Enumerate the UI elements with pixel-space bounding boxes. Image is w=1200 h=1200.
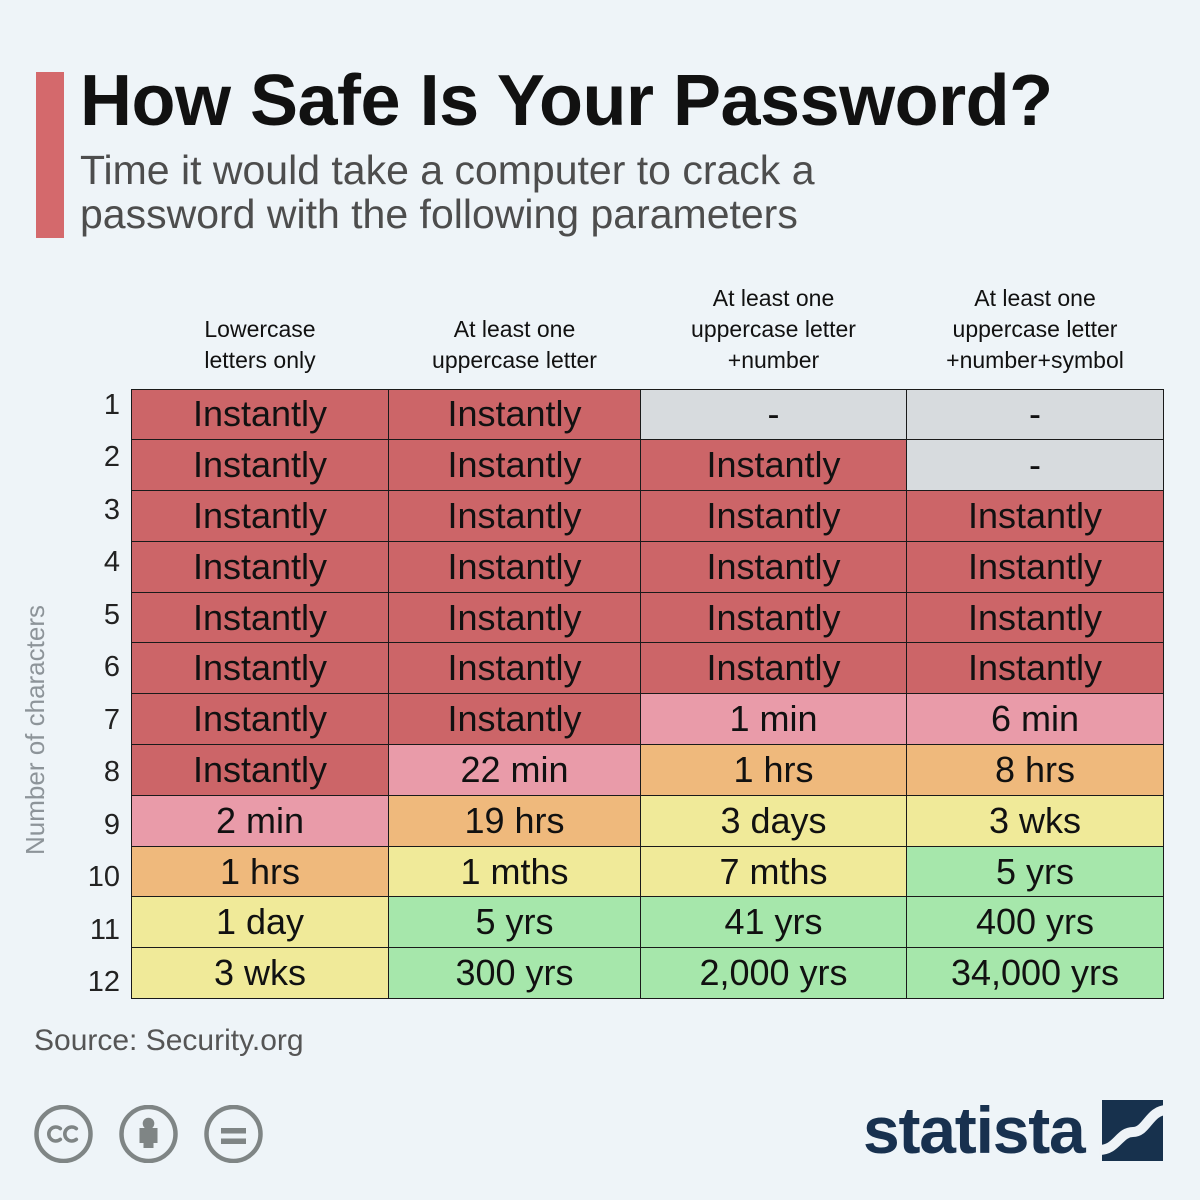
svg-text:statista: statista (863, 1096, 1087, 1166)
